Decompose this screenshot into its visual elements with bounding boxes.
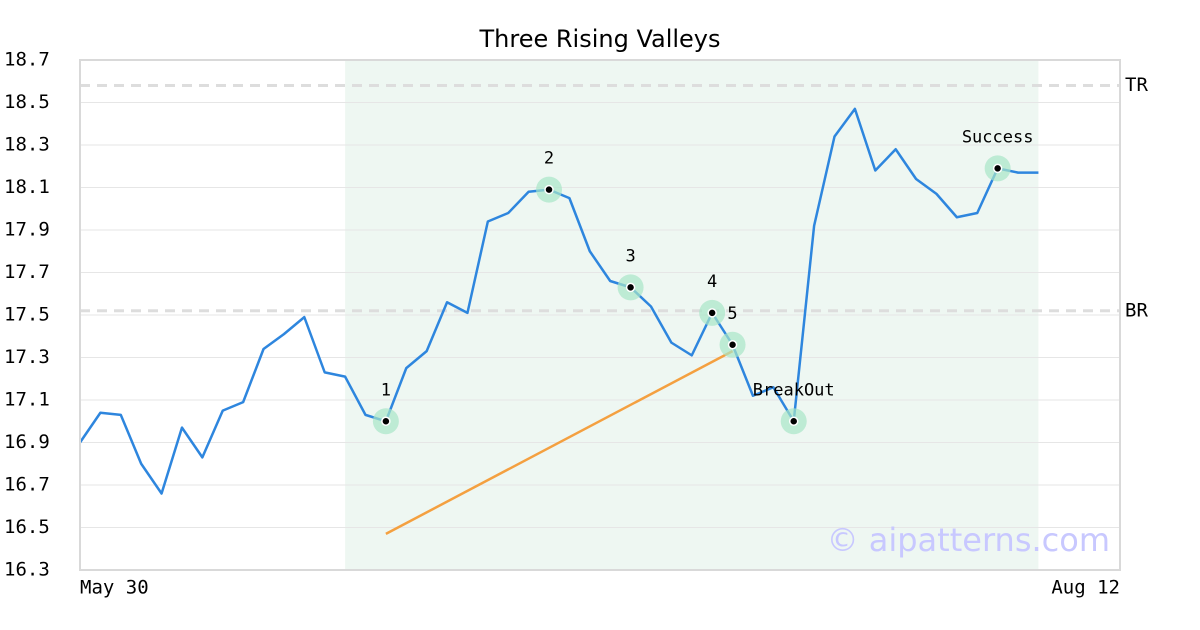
y-tick-label: 18.5 xyxy=(4,91,50,113)
y-tick-label: 16.9 xyxy=(4,431,50,453)
point-dot xyxy=(992,163,1003,174)
point-dot xyxy=(544,184,554,195)
y-tick-label: 18.1 xyxy=(4,176,50,198)
trendline xyxy=(385,350,734,535)
y-tick-label: 18.3 xyxy=(4,134,50,156)
point-label: 3 xyxy=(625,246,635,266)
point-dot xyxy=(381,416,391,426)
x-tick-label: Aug 12 xyxy=(1051,577,1120,599)
watermark: © aipatterns.com xyxy=(827,521,1110,559)
y-tick-label: 16.5 xyxy=(4,516,50,538)
level-label: TR xyxy=(1125,74,1148,96)
point-dot xyxy=(625,282,636,293)
point-label: Success xyxy=(962,127,1034,147)
plot-frame xyxy=(79,59,1121,571)
level-label: BR xyxy=(1125,299,1148,321)
point-label: 5 xyxy=(727,304,737,324)
point-label: 2 xyxy=(544,149,554,169)
x-tick-label: May 30 xyxy=(80,577,149,599)
point-label: BreakOut xyxy=(753,380,835,400)
y-tick-label: 16.3 xyxy=(4,559,50,581)
y-tick-label: 17.7 xyxy=(4,261,50,283)
y-tick-label: 17.1 xyxy=(4,389,50,411)
y-tick-label: 17.3 xyxy=(4,346,50,368)
chart-title: Three Rising Valleys xyxy=(478,25,720,53)
y-tick-label: 16.7 xyxy=(4,474,50,496)
point-dot xyxy=(727,340,738,350)
y-tick-label: 17.5 xyxy=(4,304,50,326)
point-label: 1 xyxy=(381,380,391,400)
point-dot xyxy=(707,308,717,318)
y-tick-label: 17.9 xyxy=(4,219,50,241)
point-dot xyxy=(788,416,799,426)
point-label: 4 xyxy=(707,272,717,292)
y-tick-label: 18.7 xyxy=(4,49,50,71)
